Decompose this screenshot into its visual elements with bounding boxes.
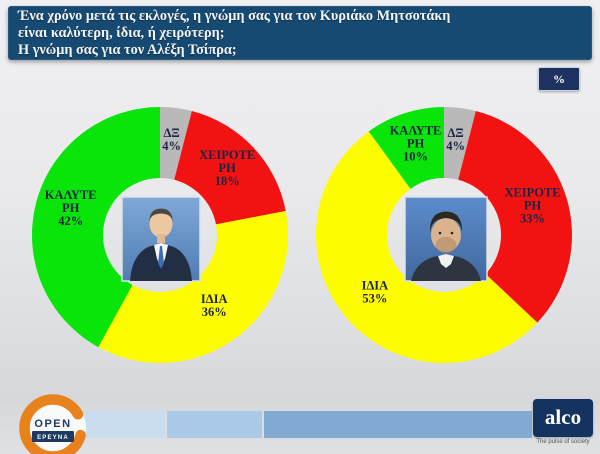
percent-unit-badge: % [538,67,580,91]
slice-label-ΧΕΙΡΟΤΕΡΗ: ΧΕΙΡΟΤΕ ΡΗ 18% [199,148,255,188]
pie-slice-ΧΕΙΡΟΤΕΡΗ [174,111,286,225]
alco-tagline: The pulse of society [536,439,590,445]
open-brand-text: OPEN [34,418,71,430]
pie-slice-ΚΑΛΥΤΕΡΗ [31,107,161,348]
footer-bar-segment-1 [86,411,165,438]
footer-bar-segment-2 [167,411,262,438]
pie-slice-ΧΕΙΡΟΤΕΡΗ [458,111,573,323]
slice-label-ΚΑΛΥΤΕΡΗ: ΚΑΛΥΤΕ ΡΗ 42% [45,188,97,228]
slice-label-ΔΞ: ΔΞ 4% [162,126,181,153]
slice-label-ΙΔΙΑ: ΙΔΙΑ 36% [201,292,228,319]
alco-logo: alco [533,399,593,437]
mitsotakis-photo [121,196,201,282]
pie-slice-ΙΔΙΑ [315,131,538,364]
pie-slice-ΚΑΛΥΤΕΡΗ [368,107,444,189]
open-sub-text: ΕΡΕΥΝΑ [37,435,69,441]
slice-label-ΧΕΙΡΟΤΕΡΗ: ΧΕΙΡΟΤΕ ΡΗ 33% [504,185,560,225]
open-ereyna-logo: OPEN ΕΡΕΥΝΑ [19,394,87,454]
footer-bar-segment-3 [264,411,532,438]
question-line-3: Η γνώμη σας για τον Αλέξη Τσίπρα; [18,41,237,58]
tsipras-photo [404,196,488,282]
question-line-2: είναι καλύτερη, ίδια, ή χειρότερη; [18,24,225,41]
open-swirl-icon [19,394,87,454]
pie-slice-ΙΔΙΑ [98,211,288,363]
pie-slice-ΔΞ [444,107,476,180]
question-line-1: Ένα χρόνο μετά τις εκλογές, η γνώμη σας … [18,8,451,24]
slice-label-ΔΞ: ΔΞ 4% [446,126,465,153]
mitsotakis-donut-chart: ΔΞ 4% ΧΕΙΡΟΤΕ ΡΗ 18% ΙΔΙΑ 36% ΚΑΛΥΤΕ ΡΗ 42% [31,107,288,363]
slice-label-ΙΔΙΑ: ΙΔΙΑ 53% [362,278,389,305]
pie-slice-ΔΞ [160,107,192,180]
slice-label-ΚΑΛΥΤΕΡΗ: ΚΑΛΥΤΕ ΡΗ 10% [390,123,442,163]
tsipras-donut-chart: ΔΞ 4% ΧΕΙΡΟΤΕ ΡΗ 33% ΙΔΙΑ 53% ΚΑΛΥΤΕ ΡΗ 10% [315,107,573,364]
question-header: Ένα χρόνο μετά τις εκλογές, η γνώμη σας … [8,6,592,60]
